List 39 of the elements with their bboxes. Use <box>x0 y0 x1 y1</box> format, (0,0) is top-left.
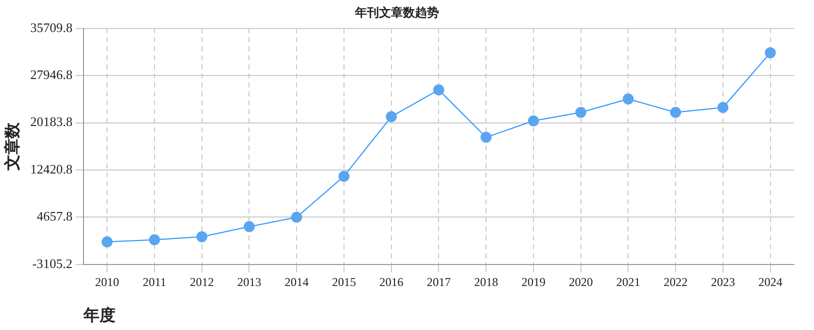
x-tick-label: 2010 <box>95 274 120 289</box>
point <box>670 106 682 118</box>
x-tick-label: 2013 <box>237 274 262 289</box>
chart-title: 年刊文章数趋势 <box>354 5 439 20</box>
point <box>575 106 586 118</box>
x-tick-label: 2023 <box>710 274 735 289</box>
x-axis-title: 年度 <box>82 306 116 325</box>
point <box>244 221 255 232</box>
y-tick-label: 27946.8 <box>30 67 72 82</box>
y-tick-label: 12420.8 <box>30 161 72 176</box>
y-tick-label: 20183.8 <box>30 114 72 130</box>
point <box>717 102 728 113</box>
point <box>386 111 397 122</box>
x-tick-label: 2011 <box>142 274 166 289</box>
point <box>291 212 302 223</box>
x-tick-label: 2015 <box>332 274 356 289</box>
x-tick-label: 2017 <box>426 274 451 289</box>
x-tick-label: 2019 <box>521 274 546 289</box>
point <box>196 231 208 242</box>
y-axis-title: 文章数 <box>4 121 22 172</box>
x-tick-label: 2014 <box>284 274 309 289</box>
x-tick-label: 2020 <box>568 274 593 289</box>
y-tick-label: -3105.2 <box>32 256 72 271</box>
x-tick-label: 2022 <box>664 274 688 289</box>
point <box>338 170 350 182</box>
x-tick-label: 2021 <box>616 274 640 289</box>
x-tick-label: 2018 <box>474 274 498 289</box>
point <box>433 84 444 96</box>
point <box>764 47 776 58</box>
y-tick-label: 35709.8 <box>30 20 72 35</box>
y-tick-label: 4657.8 <box>36 208 72 224</box>
x-tick-label: 2024 <box>758 274 782 289</box>
point <box>480 132 492 143</box>
point <box>528 115 539 126</box>
point <box>622 93 634 104</box>
point <box>149 234 160 246</box>
x-tick-label: 2012 <box>190 274 214 289</box>
x-tick-label: 2016 <box>379 274 404 289</box>
point <box>102 236 113 248</box>
